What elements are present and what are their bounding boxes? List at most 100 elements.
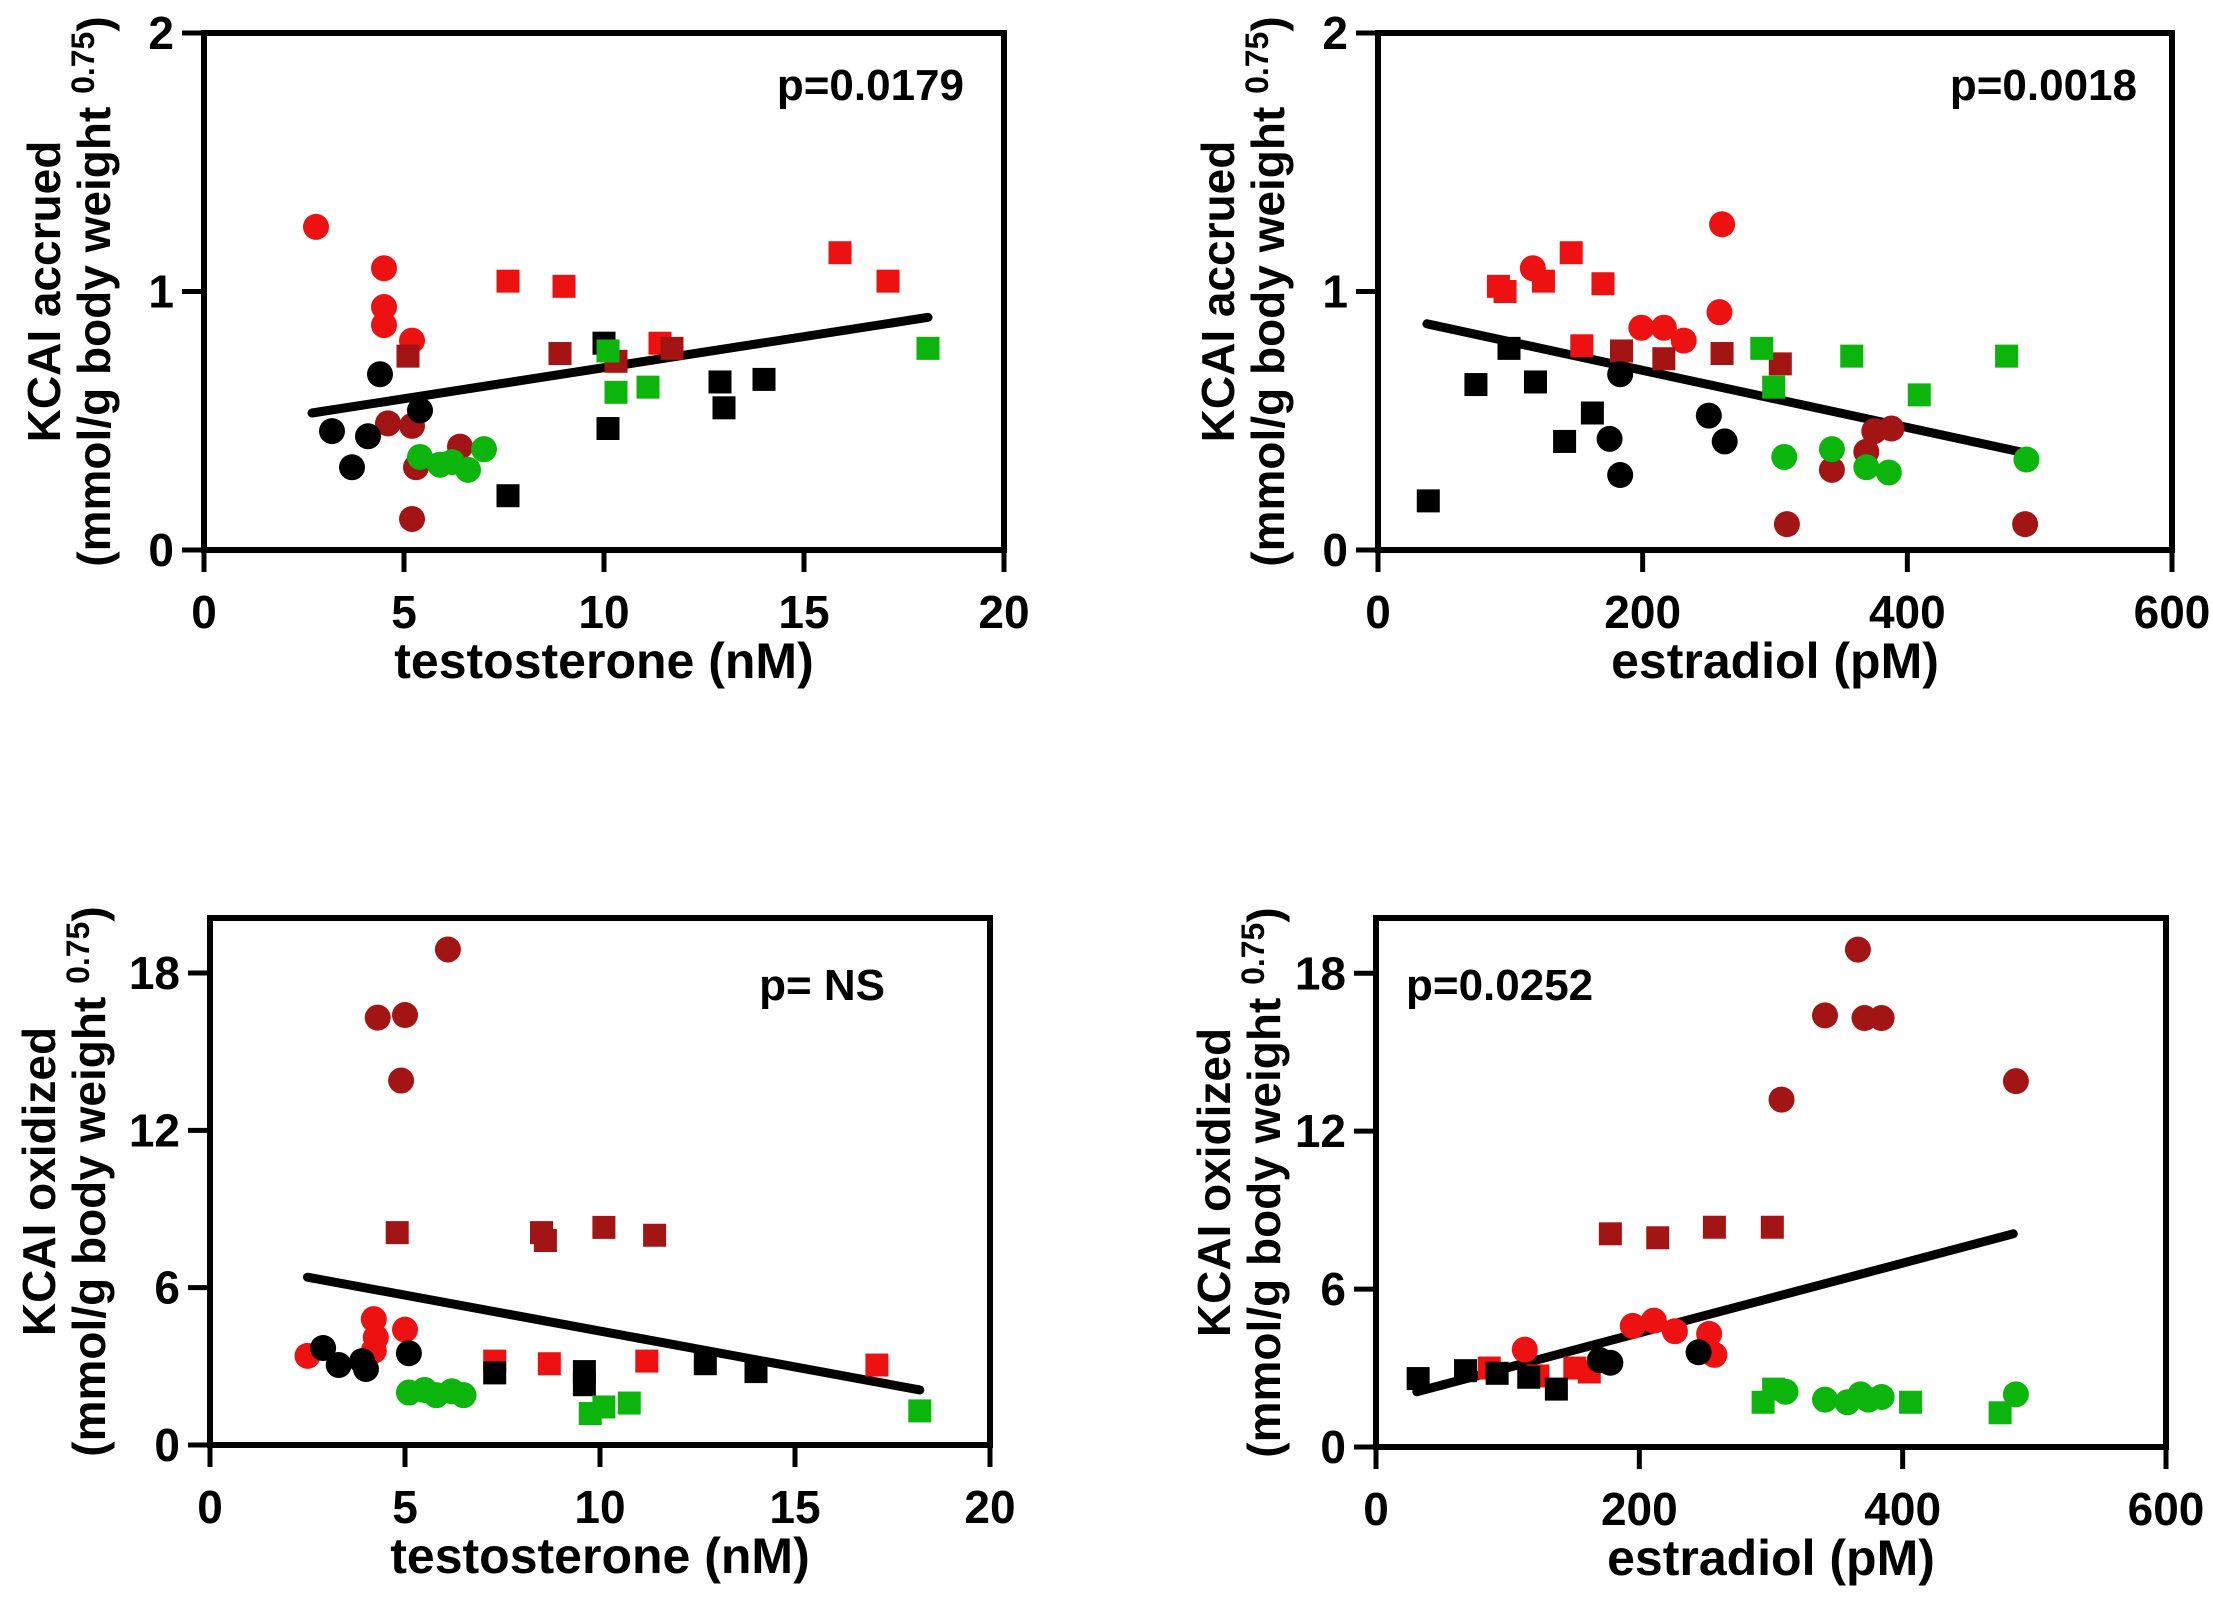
black-circles-point (1695, 402, 1722, 429)
p-value-label: p= NS (759, 961, 885, 1010)
red-circles-point (371, 294, 397, 321)
x-tick-label: 15 (778, 586, 829, 638)
green-squares-point (1840, 344, 1864, 368)
black-circles-point (1711, 428, 1738, 455)
red-circles-point (1670, 327, 1697, 354)
green-squares-point (1899, 1390, 1923, 1414)
red-circles-point (1706, 299, 1733, 326)
dark-red-squares-point (1652, 347, 1676, 371)
plot-frame (1373, 915, 2169, 1450)
y-tick-label: 0 (148, 524, 174, 576)
black-squares-point (1517, 1365, 1541, 1389)
red-circles-point (371, 255, 397, 282)
x-tick-label: 200 (1601, 1483, 1678, 1535)
x-tick-label: 5 (391, 586, 417, 638)
y-axis-label-line2: (mmol/g body weight 0.75) (1235, 907, 1290, 1457)
y-tick-label: 0 (1322, 524, 1348, 576)
y-axis-label-line2: (mmol/g body weight 0.75) (65, 16, 120, 566)
y-tick-label: 12 (1295, 1105, 1346, 1157)
green-squares-point (1762, 1377, 1786, 1401)
green-circles-point (1818, 436, 1845, 463)
red-squares-point (635, 1349, 659, 1373)
black-circles-point (395, 1340, 422, 1367)
red-circles-point (1709, 211, 1736, 238)
black-squares-point (712, 396, 736, 420)
dark-red-circles-point (375, 410, 401, 437)
y-axis-label-line1: KCAI oxidized (13, 1027, 65, 1336)
panel-top-right: 0 200 400 600 0 1 2 estradiol (pM) KCAI accrued(… (1192, 7, 2210, 689)
dark-red-squares-point (660, 336, 684, 360)
dark-red-squares-point (385, 1221, 409, 1245)
black-squares-point (1544, 1377, 1568, 1401)
y-axis-label-line1: KCAI accrued (18, 141, 70, 443)
red-circles-point (1650, 314, 1677, 341)
black-circles-point (407, 397, 433, 424)
black-squares-point (752, 367, 776, 391)
x-tick-label: 5 (392, 1481, 418, 1533)
red-squares-point (1531, 269, 1555, 293)
green-circles-point (1875, 459, 1902, 486)
black-squares-point (1553, 429, 1577, 453)
dark-red-squares-point (548, 342, 572, 366)
panel-top-left: 0 5 10 15 20 0 1 2 testosterone (nM) KCAI accrued… (18, 7, 1030, 689)
black-squares-point (1406, 1367, 1430, 1391)
green-circles-point (1868, 1383, 1895, 1410)
black-circles-point (1607, 361, 1634, 388)
black-circles-point (339, 454, 365, 481)
x-tick-label: 400 (1869, 586, 1946, 638)
dark-red-circles-point (364, 1004, 391, 1031)
x-tick-label: 20 (964, 1481, 1015, 1533)
p-value-label: p=0.0252 (1406, 961, 1593, 1010)
green-circles-point (2013, 446, 2040, 473)
y-tick-label: 1 (1322, 266, 1348, 318)
green-circles-point (450, 1382, 477, 1409)
red-circles-point (1511, 1336, 1538, 1363)
y-axis-label-line2: (mmol/g body weight 0.75) (1239, 16, 1294, 566)
green-squares-point (916, 336, 940, 360)
dark-red-circles-point (1811, 1002, 1838, 1029)
red-squares-point (1493, 280, 1517, 303)
black-squares-point (596, 417, 620, 441)
green-squares-point (604, 380, 628, 404)
regression-line (1412, 1229, 2018, 1397)
red-squares-point (828, 241, 852, 265)
black-squares-point (693, 1352, 717, 1376)
black-circles-point (1607, 462, 1634, 489)
dark-red-squares-point (1710, 342, 1734, 366)
green-squares-point (596, 339, 620, 363)
x-tick-label: 200 (1604, 586, 1681, 638)
red-circles-point (371, 312, 397, 339)
x-axis-label: testosterone (nM) (390, 1528, 809, 1584)
black-squares-point (1454, 1359, 1478, 1383)
green-squares-point (1988, 1401, 2012, 1425)
green-circles-point (1853, 454, 1880, 481)
black-squares-point (1416, 489, 1440, 513)
x-tick-label: 10 (574, 1481, 625, 1533)
x-tick-label: 600 (2134, 586, 2211, 638)
black-squares-point (1580, 401, 1604, 425)
green-circles-point (471, 436, 497, 463)
green-squares-point (592, 1395, 616, 1419)
green-circles-point (2002, 1381, 2029, 1408)
black-squares-point (483, 1361, 507, 1385)
x-tick-label: 0 (1365, 586, 1391, 638)
dark-red-circles-point (1773, 511, 1800, 538)
dark-red-circles-point (2012, 511, 2039, 538)
dark-red-circles-point (399, 505, 425, 532)
x-tick-label: 600 (2128, 1483, 2205, 1535)
green-circles-point (407, 443, 433, 470)
panel-bottom-right: 0 200 400 600 0 6 12 18 estradiol (pM) KCAI oxidi… (1188, 907, 2204, 1586)
red-squares-point (865, 1353, 889, 1377)
y-tick-label: 0 (154, 1419, 180, 1471)
dark-red-squares-point (1760, 1215, 1784, 1239)
red-squares-point (537, 1352, 561, 1376)
x-axis-label: estradiol (pM) (1611, 633, 1939, 689)
green-squares-point (1995, 344, 2019, 368)
black-squares-point (708, 370, 732, 394)
y-axis-label-line1: KCAI oxidized (1188, 1028, 1240, 1337)
black-circles-point (355, 423, 381, 450)
green-squares-point (1750, 336, 1774, 360)
black-squares-point (744, 1360, 768, 1384)
dark-red-squares-point (1646, 1226, 1670, 1250)
